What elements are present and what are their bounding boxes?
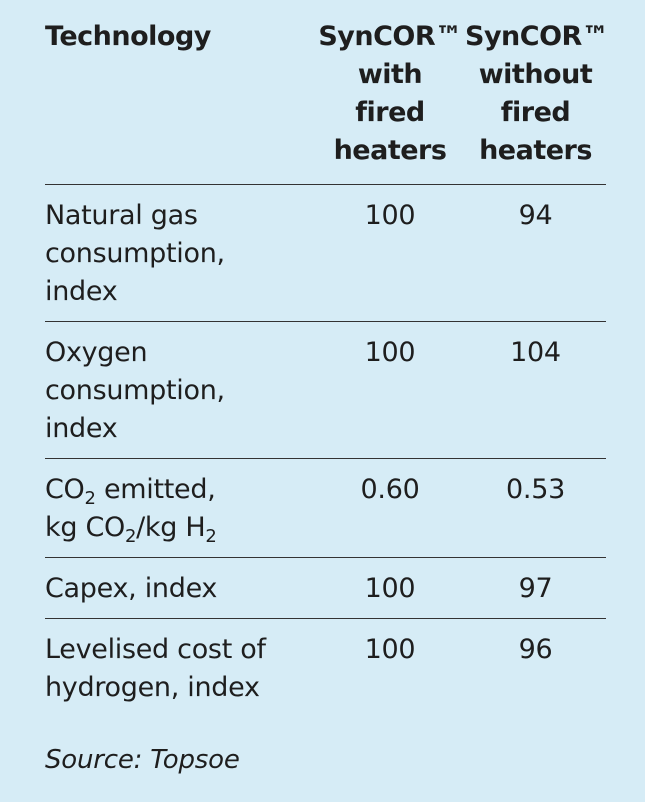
cell-with-value: 100: [315, 321, 465, 459]
row-label-co2-emitted: CO2 emitted, kg CO2/kg H2: [45, 458, 315, 558]
cell-with-value: 0.60: [315, 458, 465, 558]
table-row: CO2 emitted, kg CO2/kg H2 0.60 0.53: [45, 458, 606, 558]
row-label-oxygen: Oxygen consumption, index: [45, 321, 315, 459]
cell-with-value: 100: [315, 618, 465, 717]
row-label-capex: Capex, index: [45, 557, 315, 619]
row-label-natural-gas: Natural gas consumption, index: [45, 184, 315, 322]
comparison-table: Technology SynCOR™ with fired heaters Sy…: [45, 18, 609, 717]
table-row: Levelised cost of hydrogen, index 100 96: [45, 618, 606, 717]
table-row: Natural gas consumption, index 100 94: [45, 184, 606, 322]
column-header-with-fired-heaters: SynCOR™ with fired heaters: [318, 21, 462, 166]
cell-with-value: 100: [315, 184, 465, 322]
cell-without-value: 94: [465, 184, 606, 322]
cell-without-value: 104: [465, 321, 606, 459]
comparison-table-container: Technology SynCOR™ with fired heaters Sy…: [45, 18, 609, 717]
cell-without-value: 0.53: [465, 458, 606, 558]
cell-without-value: 96: [465, 618, 606, 717]
row-label-levelised-cost: Levelised cost of hydrogen, index: [45, 618, 315, 717]
column-header-without-fired-heaters: SynCOR™ without fired heaters: [465, 21, 609, 166]
source-note: Source: Topsoe: [45, 745, 240, 775]
cell-with-value: 100: [315, 557, 465, 619]
cell-without-value: 97: [465, 557, 606, 619]
table-row: Oxygen consumption, index 100 104: [45, 321, 606, 459]
column-header-technology: Technology: [45, 21, 211, 52]
table-header-row: Technology SynCOR™ with fired heaters Sy…: [45, 18, 609, 185]
table-row: Capex, index 100 97: [45, 557, 606, 619]
